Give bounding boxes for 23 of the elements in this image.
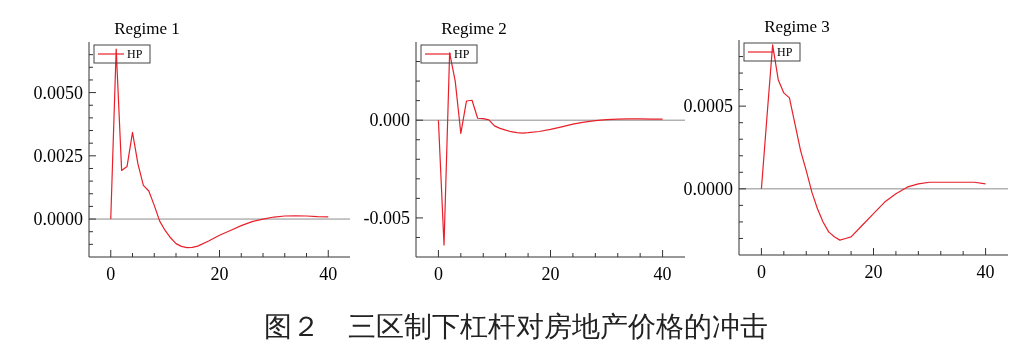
legend-label: HP <box>454 47 470 62</box>
caption: 图２ 三区制下杠杆对房地产价格的冲击 <box>264 310 768 343</box>
chart-title: Regime 1 <box>114 19 180 38</box>
x-tick-label: 0 <box>756 262 766 282</box>
x-tick-label: 20 <box>864 262 883 282</box>
y-tick-label: 0.000 <box>369 110 410 131</box>
y-tick-label: 0.0005 <box>683 96 733 117</box>
y-tick-label: 0.0025 <box>33 146 83 167</box>
y-tick-label: 0.0000 <box>683 179 733 200</box>
chart-title: Regime 2 <box>441 19 507 38</box>
chart-title: Regime 3 <box>764 17 830 36</box>
y-tick-label: 0.0000 <box>33 209 83 230</box>
x-tick-label: 40 <box>976 262 995 282</box>
y-tick-label: 0.0050 <box>33 82 83 103</box>
x-tick-label: 0 <box>433 264 443 284</box>
x-tick-label: 20 <box>541 264 560 284</box>
legend-label: HP <box>777 45 793 60</box>
x-tick-label: 0 <box>106 264 116 284</box>
legend-label: HP <box>127 47 143 62</box>
x-tick-label: 20 <box>210 264 229 284</box>
x-tick-label: 40 <box>653 264 672 284</box>
x-tick-label: 40 <box>319 264 338 284</box>
y-tick-label: -0.005 <box>363 208 410 229</box>
